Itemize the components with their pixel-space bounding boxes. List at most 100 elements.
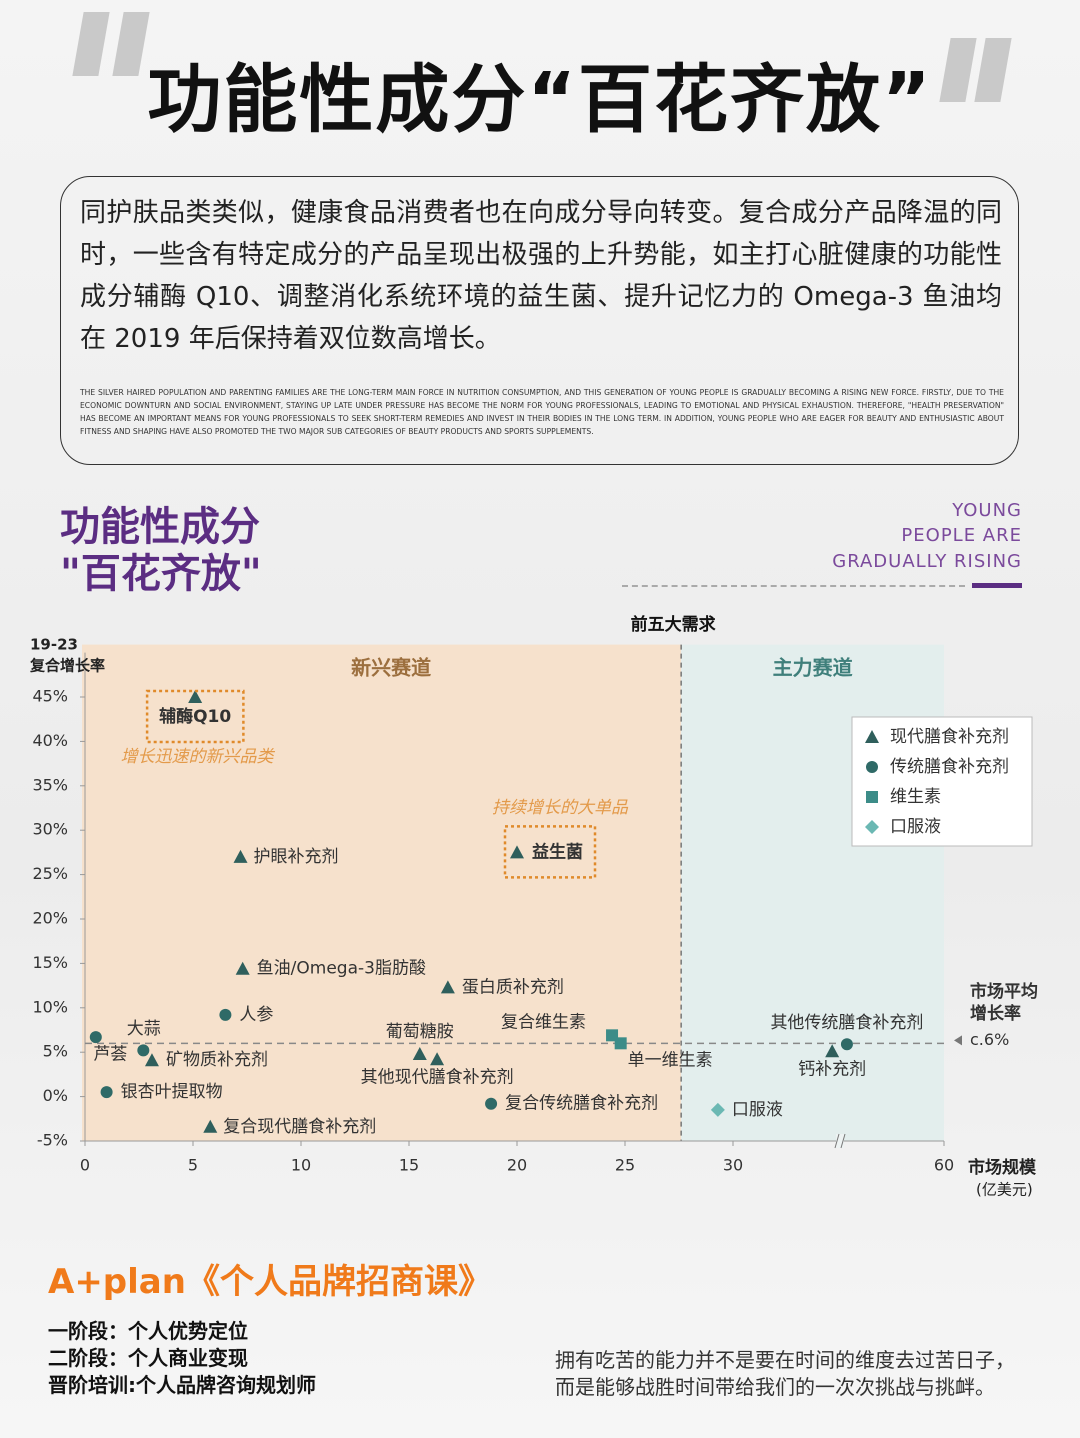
point — [100, 1086, 113, 1099]
section-tag: YOUNG — [952, 500, 1022, 521]
section-tag: PEOPLE ARE — [901, 525, 1022, 546]
point — [412, 1046, 427, 1060]
point-label: 辅酶Q10 — [159, 706, 231, 727]
y-tick-label: 40% — [32, 731, 68, 750]
point-label: 大蒜 — [127, 1019, 161, 1039]
x-title: (亿美元) — [976, 1181, 1033, 1199]
x-title: 市场规模 — [968, 1157, 1037, 1178]
point-label: 复合维生素 — [501, 1012, 586, 1032]
point — [137, 1044, 150, 1057]
y-tick-label: 35% — [32, 775, 68, 794]
section-tag: GRADUALLY RISING — [832, 551, 1022, 572]
legend-marker — [865, 730, 879, 743]
y-tick-label: -5% — [37, 1131, 68, 1150]
point-label: 鱼油/Omega-3脂肪酸 — [257, 959, 426, 979]
legend-label: 维生素 — [890, 787, 941, 807]
region-title: 主力赛道 — [773, 656, 853, 680]
page-title: 功能性成分“百花齐放” — [147, 57, 933, 143]
point — [203, 1119, 218, 1133]
point-label: 芦荟 — [93, 1044, 127, 1064]
point-label: 其他传统膳食补充剂 — [770, 1013, 923, 1033]
point-label: 葡萄糖胺 — [386, 1022, 454, 1042]
y-tick-label: 20% — [32, 909, 68, 928]
average-arrow — [954, 1035, 962, 1046]
point — [235, 961, 250, 975]
point — [430, 1052, 445, 1066]
point — [219, 1008, 232, 1021]
point-label: 蛋白质补充剂 — [462, 977, 564, 997]
average-title: 增长率 — [970, 1003, 1021, 1024]
legend-label: 口服液 — [890, 817, 941, 837]
legend — [851, 716, 1033, 847]
point — [144, 1053, 159, 1067]
region-title: 新兴赛道 — [351, 656, 431, 680]
stage: 二阶段：个人商业变现 — [48, 1346, 248, 1370]
point-label: 单一维生素 — [628, 1050, 713, 1070]
average-label: c.6% — [970, 1030, 1009, 1049]
point — [614, 1037, 627, 1050]
divider — [622, 585, 965, 587]
legend-marker — [866, 791, 878, 803]
quote: 而是能够战胜时间带给我们的一次次挑战与挑衅。 — [555, 1375, 995, 1399]
x-tick-label: 60 — [934, 1156, 954, 1175]
region — [82, 644, 682, 1141]
highlight-box — [145, 689, 245, 744]
point — [825, 1044, 840, 1058]
divider-accent — [972, 583, 1022, 588]
legend-label: 现代膳食补充剂 — [890, 727, 1009, 747]
axis-break — [834, 1133, 840, 1149]
x-tick-label: 20 — [507, 1156, 527, 1175]
quote: 拥有吃苦的能力并不是要在时间的维度去过苦日子， — [555, 1348, 1015, 1372]
chart: 新兴赛道 主力赛道 前五大需求 -5% 0% 5% 10% 15% 20% 25% 30% 35% 40… — [29, 614, 1038, 1199]
point-label: 复合传统膳食补充剂 — [505, 1094, 658, 1114]
x-tick-label: 5 — [188, 1156, 198, 1175]
point — [485, 1097, 498, 1110]
legend-marker — [865, 820, 879, 834]
y-tick-label: 10% — [32, 997, 68, 1016]
point-label: 人参 — [239, 1005, 273, 1025]
axis-break — [836, 1134, 844, 1148]
brand: A+plan《个人品牌招商课》 — [48, 1262, 492, 1302]
x-tick-label: 10 — [291, 1156, 311, 1175]
point-label: 复合现代膳食补充剂 — [223, 1117, 376, 1137]
x-tick-label: 15 — [399, 1156, 419, 1175]
axis-break — [840, 1133, 846, 1149]
divider-title: 前五大需求 — [631, 614, 716, 635]
legend-marker — [866, 761, 878, 773]
section-title: 功能性成分 — [60, 504, 260, 550]
y-title: 复合增长率 — [29, 657, 105, 675]
intro-english: THE SILVER HAIRED POPULATION AND PARENTI… — [80, 388, 1004, 436]
highlight-box — [503, 825, 597, 879]
point-label: 其他现代膳食补充剂 — [361, 1067, 514, 1087]
x-tick-label: 0 — [80, 1156, 90, 1175]
y-tick-label: 0% — [43, 1086, 68, 1105]
y-tick-label: 45% — [32, 687, 68, 706]
point — [188, 690, 203, 703]
x-tick-label: 30 — [723, 1156, 743, 1175]
point-label: 银杏叶提取物 — [121, 1082, 223, 1102]
stage: 一阶段：个人优势定位 — [48, 1319, 248, 1343]
y-title: 19-23 — [30, 636, 78, 654]
point-label: 口服液 — [732, 1100, 783, 1120]
average-title: 市场平均 — [970, 981, 1038, 1002]
legend-label: 传统膳食补充剂 — [890, 757, 1009, 777]
point-label: 益生菌 — [532, 841, 583, 862]
point — [710, 1102, 725, 1117]
point — [233, 849, 248, 863]
point — [510, 845, 524, 859]
annotation: 持续增长的大单品 — [492, 798, 629, 818]
y-tick-label: 25% — [32, 864, 68, 883]
x-tick-label: 25 — [615, 1156, 635, 1175]
point-label: 护眼补充剂 — [254, 847, 339, 867]
intro-text: 同护肤品类类似，健康食品消费者也在向成分导向转变。复合成分产品降温的同时，一些含… — [80, 198, 1002, 354]
section-title: "百花齐放" — [60, 551, 262, 597]
point-label: 钙补充剂 — [798, 1059, 866, 1079]
point-label: 矿物质补充剂 — [166, 1050, 268, 1070]
y-tick-label: 5% — [43, 1042, 68, 1061]
annotation: 增长迅速的新兴品类 — [121, 747, 276, 767]
intro-box — [60, 176, 1019, 465]
y-tick-label: 30% — [32, 820, 68, 839]
point — [840, 1038, 853, 1051]
point — [89, 1031, 102, 1044]
